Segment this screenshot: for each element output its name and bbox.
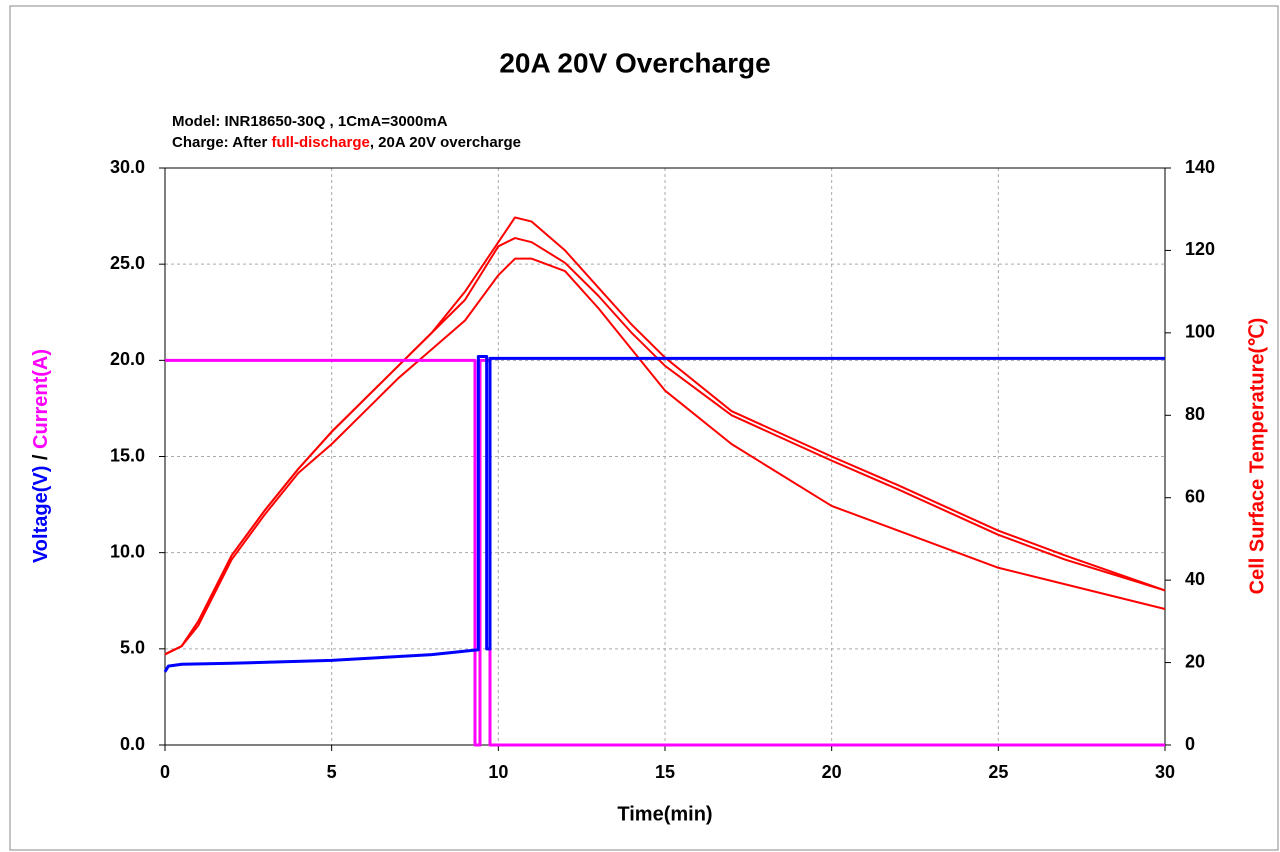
series-line: [165, 358, 1165, 747]
annotation-part: Charge: After: [172, 134, 271, 151]
y-tick-label: 15.0: [110, 445, 145, 465]
y2-tick-label: 80: [1185, 404, 1205, 424]
series-line: [164, 237, 1166, 656]
y2-tick-label: 20: [1185, 651, 1205, 671]
annotation: Model: INR18650-30Q , 1CmA=3000mA: [172, 113, 448, 130]
y-tick-label: 20.0: [110, 349, 145, 369]
series-line: [163, 354, 1165, 673]
y-tick-label: 30.0: [110, 157, 145, 177]
y-tick-label: 0.0: [120, 734, 145, 754]
series-line: [164, 257, 1166, 656]
y-axis-label-part: Current(A): [30, 349, 52, 449]
y2-axis-label: Cell Surface Temperature(℃): [1246, 318, 1268, 595]
y-axis-label-part: Voltage(V): [30, 466, 52, 563]
x-tick-label: 0: [160, 762, 170, 782]
y2-tick-label: 100: [1185, 322, 1215, 342]
y-axis-label: Voltage(V) / Current(A): [30, 349, 52, 563]
x-tick-label: 20: [822, 762, 842, 782]
x-tick-label: 10: [488, 762, 508, 782]
y2-tick-label: 120: [1185, 239, 1215, 259]
y-tick-label: 5.0: [120, 638, 145, 658]
y2-tick-label: 40: [1185, 569, 1205, 589]
annotation-part: , 20A 20V overcharge: [370, 134, 521, 151]
annotation: Charge: After full-discharge, 20A 20V ov…: [172, 134, 521, 151]
y2-tick-label: 140: [1185, 157, 1215, 177]
chart-border: [9, 5, 1279, 851]
y-tick-label: 25.0: [110, 253, 145, 273]
x-tick-label: 25: [988, 762, 1008, 782]
x-axis-label: Time(min): [617, 803, 712, 825]
x-tick-label: 30: [1155, 762, 1175, 782]
x-tick-label: 15: [655, 762, 675, 782]
chart-title: 20A 20V Overcharge: [499, 47, 770, 78]
y2-tick-label: 0: [1185, 734, 1195, 754]
y-tick-label: 10.0: [110, 541, 145, 561]
x-tick-label: 5: [327, 762, 337, 782]
y2-tick-label: 60: [1185, 486, 1205, 506]
y-axis-label-part: /: [30, 449, 52, 466]
annotation-part: full-discharge: [271, 134, 369, 151]
